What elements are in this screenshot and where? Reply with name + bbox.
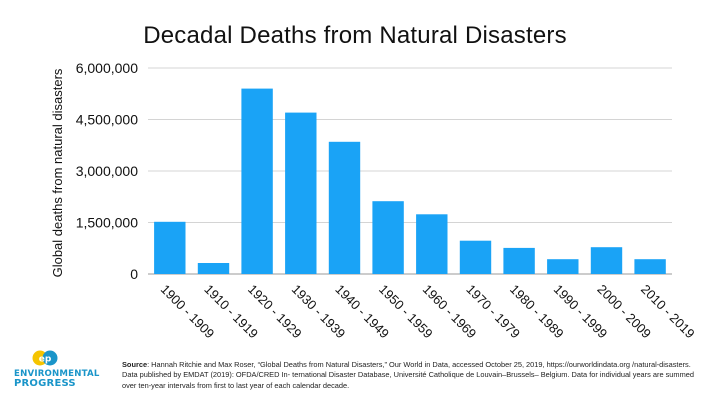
bar bbox=[634, 259, 666, 274]
bar bbox=[154, 221, 186, 274]
bar bbox=[197, 263, 230, 274]
bar-chart: 0 1,500,000 3,000,000 4,500,000 6,000,000 19… bbox=[50, 60, 698, 342]
y-tick-label: 4,500,000 bbox=[76, 112, 138, 128]
ep-logo-icon: ep bbox=[32, 350, 58, 366]
bars bbox=[154, 88, 666, 274]
gridlines bbox=[148, 67, 672, 275]
bar bbox=[590, 247, 623, 274]
y-tick-label: 3,000,000 bbox=[76, 163, 138, 179]
bar bbox=[328, 141, 361, 274]
y-tick-labels: 0 1,500,000 3,000,000 4,500,000 6,000,000 bbox=[76, 60, 139, 282]
y-tick-label: 1,500,000 bbox=[76, 215, 138, 231]
source-label: Source bbox=[122, 360, 148, 369]
bar bbox=[547, 259, 579, 274]
logo-line-1: ENVIRONMENTAL bbox=[14, 369, 100, 379]
chart-title: Decadal Deaths from Natural Disasters bbox=[143, 22, 567, 49]
source-text: : Hannah Ritchie and Max Roser, “Global … bbox=[122, 360, 694, 390]
bar bbox=[285, 112, 317, 274]
y-tick-label: 6,000,000 bbox=[76, 60, 138, 76]
y-tick-label: 0 bbox=[130, 266, 138, 282]
source-note: Source: Hannah Ritchie and Max Roser, “G… bbox=[122, 360, 697, 391]
bar bbox=[372, 201, 404, 274]
logo-mark-text: ep bbox=[39, 355, 52, 365]
bar bbox=[459, 240, 492, 274]
bar bbox=[241, 88, 273, 274]
y-axis-label: Global deaths from natural disasters bbox=[50, 68, 65, 277]
environmental-progress-logo: ep ENVIRONMENTAL PROGRESS bbox=[14, 349, 100, 395]
bar bbox=[416, 214, 448, 274]
logo-line-2: PROGRESS bbox=[14, 378, 76, 389]
bar bbox=[503, 247, 535, 274]
